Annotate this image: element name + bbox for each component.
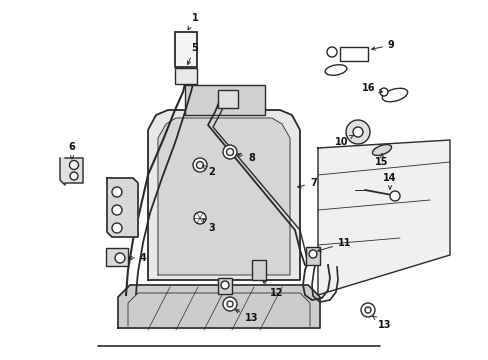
Text: 12: 12 — [263, 280, 283, 298]
Bar — [175, 32, 197, 67]
Polygon shape — [60, 158, 83, 185]
Circle shape — [112, 205, 122, 215]
Circle shape — [193, 158, 206, 172]
Text: 8: 8 — [237, 153, 254, 163]
Bar — [218, 278, 231, 294]
Circle shape — [364, 307, 370, 313]
Circle shape — [196, 162, 203, 168]
Polygon shape — [107, 178, 138, 237]
Text: 1: 1 — [187, 13, 198, 30]
Ellipse shape — [382, 88, 407, 102]
Circle shape — [379, 88, 387, 96]
Text: 15: 15 — [374, 154, 388, 167]
Circle shape — [226, 149, 233, 156]
Text: 14: 14 — [383, 173, 396, 189]
Circle shape — [308, 250, 316, 258]
Bar — [106, 248, 128, 266]
Polygon shape — [148, 110, 299, 280]
Text: 3: 3 — [203, 219, 215, 233]
Ellipse shape — [325, 65, 346, 75]
Bar — [218, 90, 238, 108]
Text: 11: 11 — [317, 238, 351, 252]
Circle shape — [70, 172, 78, 180]
Circle shape — [360, 303, 374, 317]
Bar — [184, 85, 264, 115]
Text: 2: 2 — [203, 166, 215, 177]
Bar — [175, 68, 197, 84]
Text: 10: 10 — [334, 135, 353, 147]
Text: 16: 16 — [361, 83, 382, 93]
Polygon shape — [158, 118, 289, 275]
Circle shape — [221, 281, 228, 289]
Circle shape — [112, 223, 122, 233]
Circle shape — [346, 120, 369, 144]
Circle shape — [223, 297, 237, 311]
Text: 6: 6 — [68, 142, 75, 159]
Circle shape — [326, 47, 336, 57]
Text: 13: 13 — [235, 310, 258, 323]
Circle shape — [389, 191, 399, 201]
Circle shape — [115, 253, 125, 263]
Bar — [305, 247, 319, 265]
Text: 4: 4 — [129, 253, 146, 263]
Polygon shape — [317, 140, 449, 295]
Circle shape — [194, 212, 205, 224]
Ellipse shape — [372, 145, 391, 156]
Text: 5: 5 — [187, 43, 198, 64]
Text: 9: 9 — [371, 40, 394, 50]
Bar — [339, 47, 367, 61]
Text: 7: 7 — [297, 178, 316, 188]
Text: 13: 13 — [372, 316, 391, 330]
Circle shape — [226, 301, 232, 307]
Bar — [251, 260, 265, 280]
Circle shape — [69, 161, 79, 170]
Circle shape — [223, 145, 237, 159]
Circle shape — [112, 187, 122, 197]
Polygon shape — [118, 285, 319, 328]
Circle shape — [352, 127, 362, 137]
